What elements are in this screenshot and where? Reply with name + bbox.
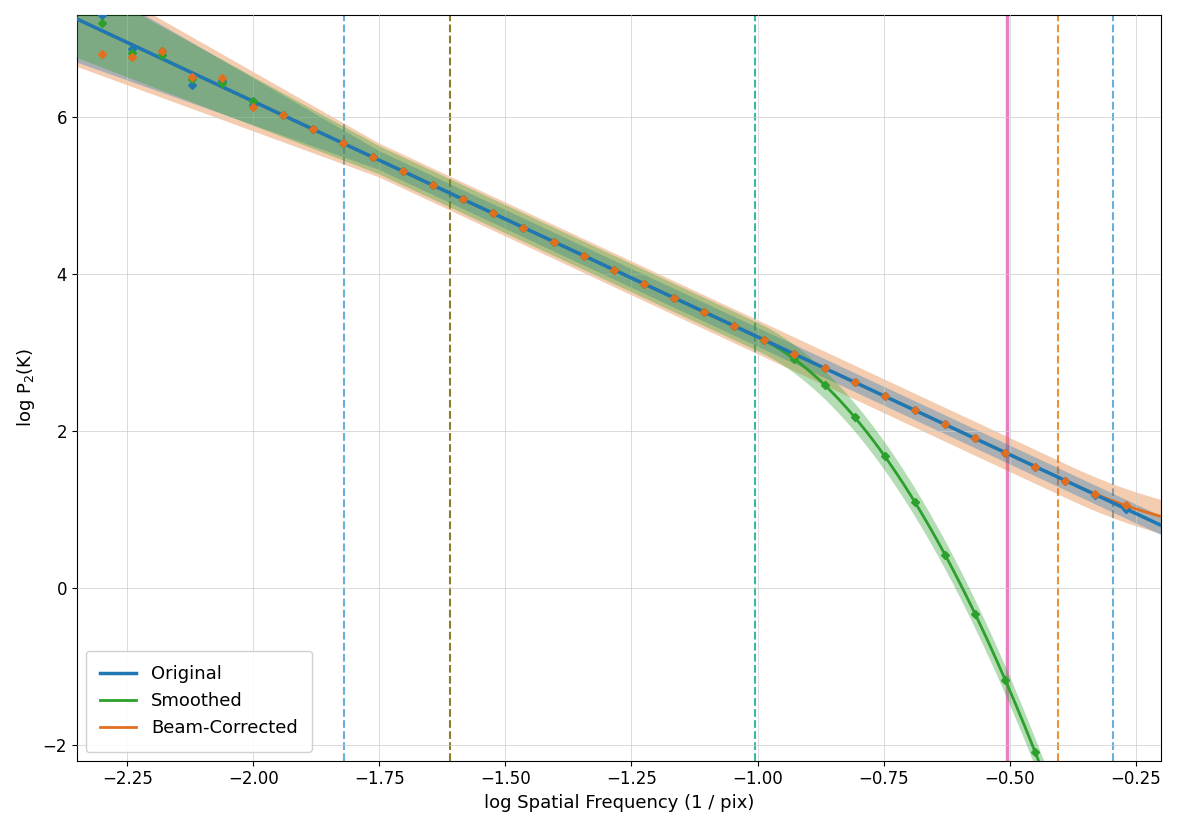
Y-axis label: log P$_2$(K): log P$_2$(K)	[15, 348, 37, 428]
Legend: Original, Smoothed, Beam-Corrected: Original, Smoothed, Beam-Corrected	[86, 651, 312, 752]
X-axis label: log Spatial Frequency (1 / pix): log Spatial Frequency (1 / pix)	[484, 794, 754, 812]
